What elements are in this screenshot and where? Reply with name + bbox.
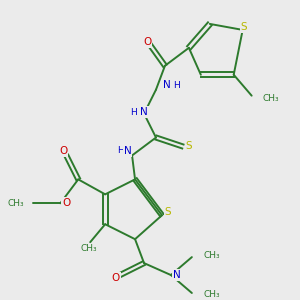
Text: CH₃: CH₃ xyxy=(8,199,24,208)
Text: CH₃: CH₃ xyxy=(204,251,220,260)
Text: N: N xyxy=(163,80,170,90)
Text: O: O xyxy=(62,198,70,208)
Text: S: S xyxy=(186,142,192,152)
Text: N: N xyxy=(124,146,131,156)
Text: N: N xyxy=(173,270,181,280)
Text: CH₃: CH₃ xyxy=(80,244,97,253)
Text: O: O xyxy=(112,273,120,283)
Text: O: O xyxy=(59,146,68,156)
Text: H: H xyxy=(130,108,137,117)
Text: S: S xyxy=(165,207,171,217)
Text: H: H xyxy=(173,81,180,90)
Text: N: N xyxy=(140,107,148,117)
Text: CH₃: CH₃ xyxy=(204,290,220,299)
Text: O: O xyxy=(143,37,151,47)
Text: H: H xyxy=(117,146,124,155)
Text: CH₃: CH₃ xyxy=(262,94,279,103)
Text: S: S xyxy=(241,22,247,32)
